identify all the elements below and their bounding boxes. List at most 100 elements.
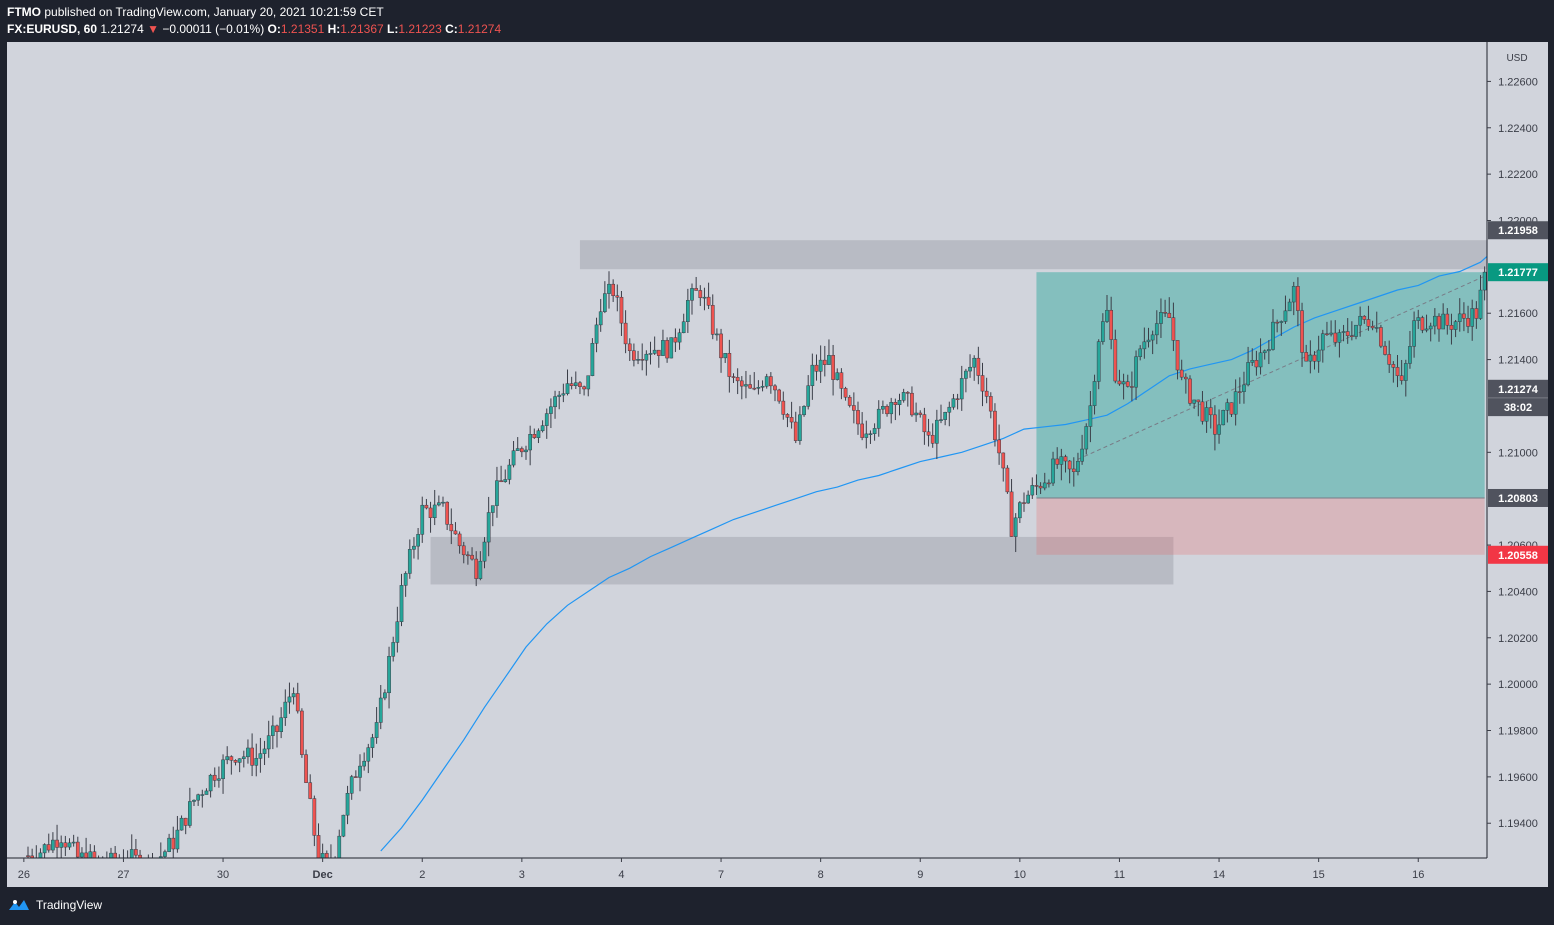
candle (383, 689, 387, 701)
candle-body (785, 414, 790, 418)
candle-body (1005, 467, 1010, 493)
candle-body (893, 402, 898, 405)
candle (221, 754, 225, 794)
candle-body (1159, 312, 1163, 324)
candle (918, 410, 923, 418)
candle-body (988, 396, 993, 412)
y-tick-label: 1.19400 (1498, 818, 1538, 830)
candle-body (756, 387, 761, 389)
candle-body (507, 464, 512, 480)
candle (200, 789, 205, 808)
candle-body (175, 829, 180, 850)
candle (947, 401, 952, 427)
candle (723, 353, 728, 363)
candle (84, 837, 88, 858)
x-tick-label: 16 (1412, 869, 1424, 881)
candle-body (118, 861, 121, 862)
candle (1080, 434, 1084, 465)
candle (1325, 321, 1329, 336)
candle (582, 385, 586, 396)
candle (486, 496, 491, 557)
candle-body (1225, 402, 1230, 411)
candle-body (905, 392, 910, 394)
candle-body (822, 359, 827, 365)
symbol-name[interactable]: FX:EURUSD, 60 (7, 22, 98, 36)
candle-body (26, 855, 30, 857)
candle (1125, 374, 1130, 388)
candle (26, 846, 30, 858)
price-label: 1.20803 (1488, 488, 1548, 507)
candle-body (1179, 369, 1184, 378)
candle (1217, 409, 1221, 444)
candle (1034, 474, 1039, 496)
candle (847, 395, 852, 408)
candle (793, 411, 798, 444)
candle-body (345, 793, 350, 816)
candle-body (378, 697, 383, 723)
x-tick-label: Dec (313, 869, 333, 881)
candle (354, 770, 358, 778)
candle (1101, 313, 1105, 345)
candle-body (1101, 321, 1105, 342)
candle-body (1354, 324, 1358, 337)
candle (1200, 391, 1205, 425)
candle-body (698, 290, 703, 299)
candle (466, 551, 470, 565)
candle (127, 850, 129, 858)
chart-panel[interactable]: USD 1.19400 1.19600 1.19800 1.20000 1.20200 1.… (7, 42, 1548, 887)
candle-body (1150, 334, 1155, 341)
candle-body (167, 837, 171, 852)
candle (702, 287, 707, 311)
price-chart[interactable]: USD 1.19400 1.19600 1.19800 1.20000 1.20200 1.… (7, 42, 1548, 887)
candle (470, 547, 474, 561)
candle-body (810, 364, 815, 386)
candle-body (864, 433, 869, 438)
candle-body (1408, 346, 1412, 364)
candle (1096, 339, 1101, 390)
candle (138, 849, 142, 858)
candle-body (540, 425, 545, 432)
tradingview-logo-icon (9, 900, 29, 910)
candle (1146, 327, 1151, 348)
candle-body (1466, 318, 1470, 327)
price-label-bg (1488, 488, 1548, 507)
candle (334, 856, 336, 858)
y-tick-label: 1.21400 (1498, 355, 1538, 367)
candle-body (221, 759, 225, 780)
candle (760, 380, 765, 392)
candle-body (1291, 286, 1296, 303)
candle-body (1001, 452, 1006, 469)
candle-body (594, 324, 599, 344)
candle (831, 344, 835, 396)
x-tick-label: 11 (1114, 869, 1125, 881)
candle-body (520, 448, 524, 453)
candle-body (271, 725, 275, 736)
candle-body (370, 737, 375, 748)
candle-body (1034, 485, 1039, 487)
candle (993, 403, 997, 447)
candle (1196, 399, 1201, 417)
candle-body (295, 693, 300, 712)
candle-body (789, 417, 794, 423)
candle-body (1171, 317, 1176, 341)
candle (997, 424, 1001, 465)
candle-body (208, 774, 213, 792)
candle (1250, 348, 1255, 366)
candle-body (337, 835, 342, 858)
candle-body (773, 385, 777, 391)
candle (1213, 405, 1217, 451)
candle (109, 847, 113, 858)
candle (118, 854, 121, 862)
candle-body (192, 799, 196, 802)
candle (1258, 338, 1263, 375)
candle-body (155, 862, 158, 876)
candle-body (1474, 308, 1479, 319)
candle (1320, 329, 1325, 363)
candle (362, 752, 366, 771)
x-tick-label: 30 (217, 869, 229, 881)
candle-body (237, 758, 242, 763)
candle-body (573, 382, 578, 386)
tradingview-brand[interactable]: TradingView (8, 898, 102, 912)
candle-body (233, 760, 238, 763)
candle-body (1424, 328, 1429, 331)
